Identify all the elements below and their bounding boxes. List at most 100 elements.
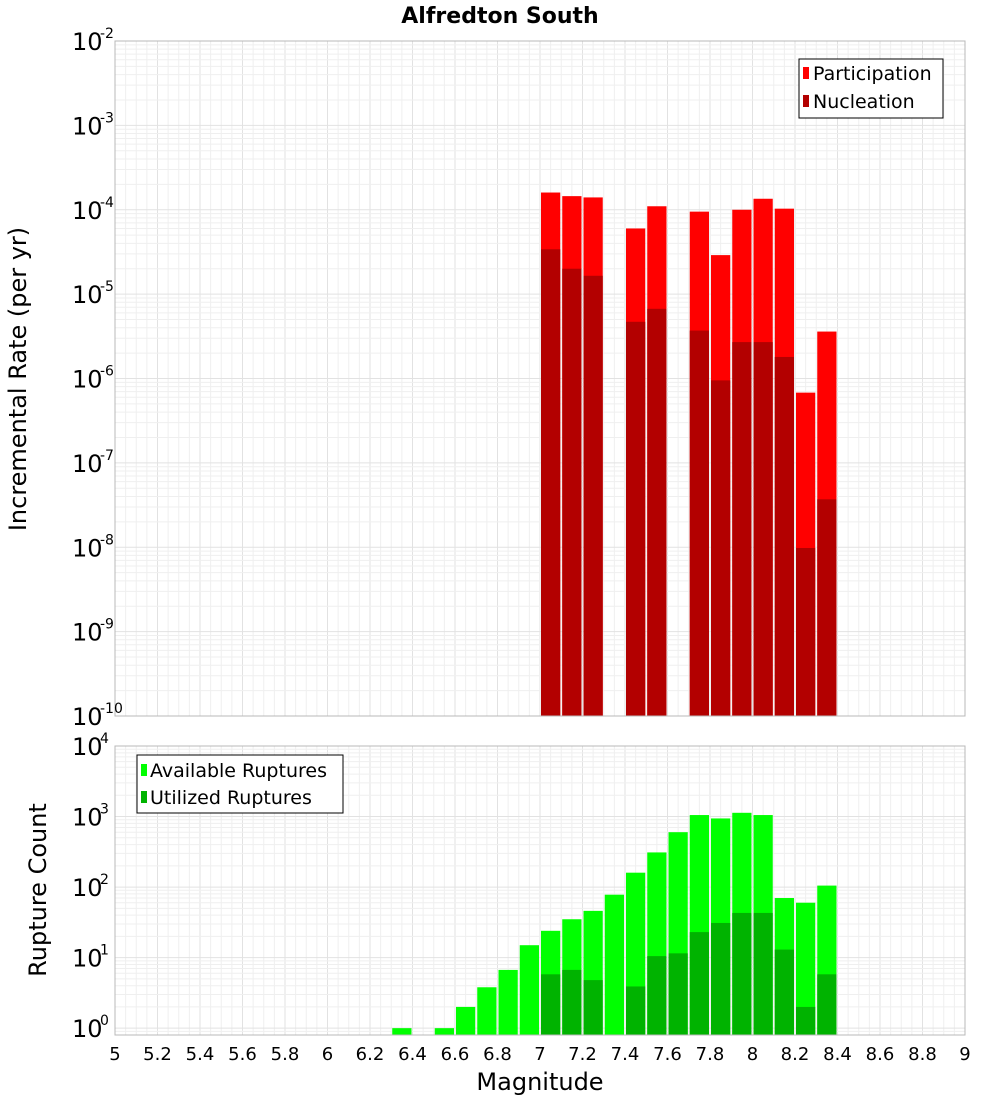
x-tick-label: 5.4 — [186, 1044, 215, 1065]
y-tick-label: 10 — [72, 703, 103, 731]
x-axis-label: Magnitude — [476, 1068, 603, 1096]
utilized-ruptures-bar — [753, 912, 773, 1035]
available-ruptures-bar — [456, 1006, 476, 1035]
x-tick-label: 7.4 — [611, 1044, 640, 1065]
nucleation-bar — [774, 356, 794, 716]
available-ruptures-bar — [604, 894, 624, 1035]
y-tick-exponent: 2 — [100, 872, 109, 888]
utilized-ruptures-bar — [668, 953, 688, 1035]
x-tick-label: 8.4 — [823, 1044, 852, 1065]
x-tick-label: 8 — [747, 1044, 758, 1065]
top-y-axis-label: Incremental Rate (per yr) — [4, 227, 32, 531]
x-tick-label: 5.2 — [143, 1044, 172, 1065]
y-tick-label: 10 — [72, 450, 103, 478]
y-tick-label: 10 — [72, 733, 103, 761]
y-tick-label: 10 — [72, 197, 103, 225]
available-ruptures-bar — [392, 1028, 412, 1035]
y-tick-exponent: -3 — [100, 110, 114, 126]
y-tick-label: 10 — [72, 534, 103, 562]
top-legend: Participation Nucleation — [798, 58, 944, 119]
available-ruptures-bar — [434, 1028, 454, 1035]
x-tick-label: 9 — [959, 1044, 970, 1065]
available-legend-swatch — [141, 764, 147, 776]
bottom-plot-bars — [392, 812, 837, 1035]
y-tick-exponent: -5 — [100, 279, 114, 295]
y-tick-exponent: 1 — [100, 943, 109, 959]
y-tick-exponent: -9 — [100, 617, 114, 633]
y-tick-exponent: 0 — [100, 1013, 109, 1029]
utilized-ruptures-bar — [732, 912, 752, 1035]
utilized-ruptures-bar — [562, 969, 582, 1035]
nucleation-legend-label: Nucleation — [813, 91, 915, 113]
nucleation-bar — [796, 547, 816, 716]
x-tick-label: 7.2 — [568, 1044, 597, 1065]
x-tick-label: 7.6 — [653, 1044, 682, 1065]
y-tick-label: 10 — [72, 28, 103, 56]
y-tick-exponent: -4 — [100, 195, 114, 211]
utilized-legend-label: Utilized Ruptures — [150, 787, 312, 809]
y-tick-label: 10 — [72, 366, 103, 394]
nucleation-legend-swatch — [803, 95, 809, 107]
x-tick-label: 6 — [322, 1044, 333, 1065]
y-tick-label: 10 — [72, 619, 103, 647]
bottom-y-axis-label: Rupture Count — [24, 803, 52, 977]
utilized-ruptures-bar — [774, 949, 794, 1035]
utilized-ruptures-bar — [626, 986, 646, 1035]
y-tick-label: 10 — [72, 1015, 103, 1043]
nucleation-bar — [541, 249, 561, 716]
nucleation-bar — [711, 380, 731, 716]
x-tick-label: 5.6 — [228, 1044, 257, 1065]
nucleation-bar — [647, 308, 667, 716]
y-tick-label: 10 — [72, 945, 103, 973]
available-ruptures-bar — [477, 987, 497, 1035]
y-tick-label: 10 — [72, 112, 103, 140]
bottom-legend-box — [136, 754, 344, 814]
x-tick-label: 8.6 — [866, 1044, 895, 1065]
x-tick-label: 7.8 — [696, 1044, 725, 1065]
participation-legend-label: Participation — [813, 63, 932, 85]
x-tick-label: 5.8 — [271, 1044, 300, 1065]
x-tick-label: 8.8 — [908, 1044, 937, 1065]
y-tick-exponent: -2 — [100, 26, 114, 42]
y-tick-exponent: 4 — [100, 731, 109, 747]
x-tick-label: 7 — [534, 1044, 545, 1065]
x-tick-label: 6.8 — [483, 1044, 512, 1065]
y-tick-exponent: -10 — [100, 701, 123, 717]
y-tick-label: 10 — [72, 874, 103, 902]
participation-legend-swatch — [803, 67, 809, 79]
x-tick-label: 8.2 — [781, 1044, 810, 1065]
x-ticks: 5 5.2 5.4 5.6 5.8 6 6.2 6.4 6.6 6.8 7 7.2 7.4 7.6 7.8 8… — [109, 1044, 970, 1065]
bottom-plot-frame — [114, 745, 966, 1036]
y-tick-exponent: -8 — [100, 532, 114, 548]
available-legend-label: Available Ruptures — [150, 760, 327, 782]
x-tick-label: 6.6 — [441, 1044, 470, 1065]
available-ruptures-bar — [519, 945, 539, 1035]
utilized-ruptures-bar — [541, 974, 561, 1035]
x-tick-label: 5 — [109, 1044, 120, 1065]
y-tick-label: 10 — [72, 804, 103, 832]
utilized-ruptures-bar — [689, 932, 709, 1035]
available-ruptures-bar — [498, 969, 518, 1035]
top-plot-frame — [114, 40, 966, 717]
x-tick-label: 6.4 — [398, 1044, 427, 1065]
nucleation-bar — [562, 268, 582, 716]
y-tick-label: 10 — [72, 281, 103, 309]
top-plot-bars — [541, 192, 837, 717]
x-tick-label: 6.2 — [356, 1044, 385, 1065]
top-plot-grid — [114, 40, 966, 717]
chart-title: Alfredton South — [401, 4, 598, 29]
nucleation-bar — [732, 342, 752, 716]
utilized-ruptures-bar — [583, 980, 603, 1035]
available-ruptures-bar — [796, 902, 816, 1035]
utilized-ruptures-bar — [796, 1006, 816, 1035]
utilized-ruptures-bar — [711, 922, 731, 1035]
bottom-legend: Available Ruptures Utilized Ruptures — [136, 754, 344, 814]
nucleation-bar — [689, 330, 709, 716]
nucleation-bar — [817, 499, 837, 716]
utilized-ruptures-bar — [817, 974, 837, 1035]
